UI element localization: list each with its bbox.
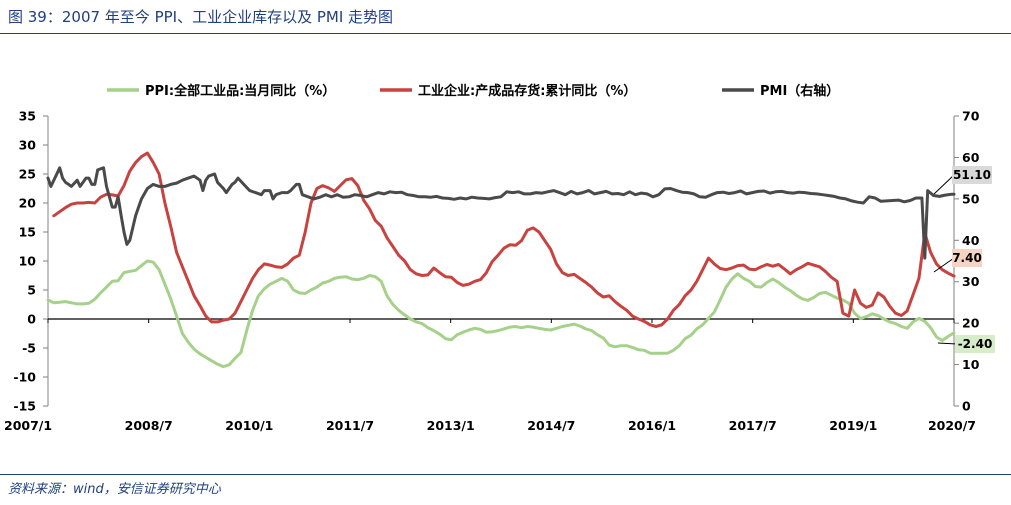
x-tick-label: 2008/7 xyxy=(125,418,173,433)
x-tick-label: 2019/1 xyxy=(829,418,877,433)
x-tick-label: 2011/7 xyxy=(326,418,374,433)
left-tick-label: -15 xyxy=(13,399,36,414)
x-tick-label: 2017/7 xyxy=(729,418,777,433)
chart-legend: PPI:全部工业品:当月同比（%） 工业企业:产成品存货:累计同比（%） PMI（右… xyxy=(107,83,839,99)
legend-label: 工业企业:产成品存货:累计同比（%） xyxy=(418,83,636,99)
series-line-1 xyxy=(52,151,956,328)
left-tick-label: 20 xyxy=(19,196,37,211)
right-tick-label: 60 xyxy=(962,150,980,165)
x-tick-label: 2013/1 xyxy=(427,418,475,433)
left-tick-label: 30 xyxy=(19,138,37,153)
left-tick-label: 0 xyxy=(27,312,36,327)
left-tick-label: 25 xyxy=(19,167,36,182)
footer-divider xyxy=(0,474,1011,475)
right-tick-label: 50 xyxy=(962,191,980,206)
callout-value: 7.40 xyxy=(952,251,982,265)
callout-value: 51.10 xyxy=(953,168,991,182)
callout-box xyxy=(955,335,995,353)
series-line-2 xyxy=(46,166,956,260)
series-line-0 xyxy=(46,259,956,369)
right-tick-label: 30 xyxy=(962,274,980,289)
right-tick-label: 40 xyxy=(962,233,980,248)
left-tick-label: -10 xyxy=(13,370,36,385)
x-tick-label: 2014/7 xyxy=(527,418,575,433)
left-tick-label: 15 xyxy=(19,225,36,240)
source-note: 资料来源：wind，安信证券研究中心 xyxy=(8,482,221,497)
left-tick-label: 10 xyxy=(19,254,37,269)
end-value-callouts: 51.10 7.40 -2.40 xyxy=(933,166,995,353)
right-tick-label: 0 xyxy=(962,399,971,414)
left-tick-label: 5 xyxy=(27,283,36,298)
legend-label: PMI（右轴） xyxy=(760,83,839,99)
callout-leader xyxy=(937,342,958,345)
x-axis: 2007/1 2008/7 2010/1 2011/7 2013/1 2014/7 2016… xyxy=(4,319,976,433)
left-y-axis: 35 30 25 20 15 10 5 0 -5 -10 -15 xyxy=(13,109,48,414)
callout-box xyxy=(952,249,982,267)
x-tick-label: 2020/7 xyxy=(928,418,976,433)
left-tick-label: -5 xyxy=(22,341,36,356)
callout-leader xyxy=(933,257,955,273)
legend-label: PPI:全部工业品:当月同比（%） xyxy=(145,83,335,99)
title-divider xyxy=(0,33,1011,34)
x-tick-label: 2010/1 xyxy=(225,418,273,433)
series-lines xyxy=(46,151,956,369)
right-tick-label: 20 xyxy=(962,316,980,331)
figure-title: 图 39：2007 年至今 PPI、工业企业库存以及 PMI 走势图 xyxy=(8,8,394,26)
callout-leader xyxy=(933,174,955,195)
right-tick-label: 10 xyxy=(962,357,980,372)
right-tick-label: 70 xyxy=(962,109,980,124)
plot-area xyxy=(47,116,955,406)
left-tick-label: 35 xyxy=(19,109,36,124)
right-y-axis: 70 60 50 40 30 20 10 0 xyxy=(954,109,980,414)
x-tick-label: 2016/1 xyxy=(628,418,676,433)
callout-value: -2.40 xyxy=(958,337,993,351)
x-tick-label: 2007/1 xyxy=(4,418,52,433)
callout-box xyxy=(952,166,992,184)
